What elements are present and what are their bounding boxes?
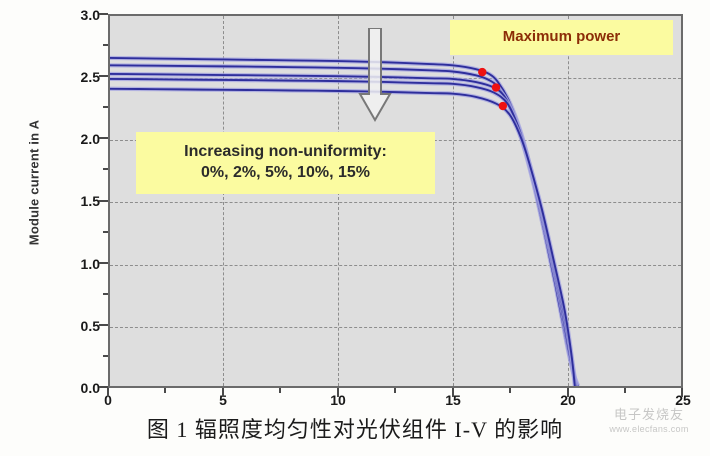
y-tick-mark <box>99 200 108 202</box>
max-power-marker-3 <box>498 101 508 111</box>
x-tick-mark <box>452 388 454 397</box>
x-tick-label-15: 15 <box>445 392 461 408</box>
y-tick-mark <box>99 386 108 388</box>
x-minor-tick <box>164 388 166 393</box>
down-arrow-icon <box>358 28 392 123</box>
y-tick-label-0.5: 0.5 <box>80 318 100 334</box>
iv-curve-halo <box>110 71 578 386</box>
maximum-power-callout: Maximum power <box>450 20 673 55</box>
x-minor-tick <box>394 388 396 393</box>
x-tick-mark <box>107 388 109 397</box>
x-minor-tick <box>279 388 281 393</box>
y-axis-title: Module current in A <box>26 119 42 246</box>
figure-container: Module current in A 3.0 2.5 2.0 1.5 1.0 … <box>26 7 691 408</box>
x-tick-label-5: 5 <box>219 392 227 408</box>
x-tick-label-20: 20 <box>560 392 576 408</box>
x-tick-mark <box>567 388 569 397</box>
non-uniformity-line-2: 0%, 2%, 5%, 10%, 15% <box>201 164 370 182</box>
x-minor-tick <box>624 388 626 393</box>
y-tick-mark <box>99 75 108 77</box>
gridline-h-0.5 <box>110 327 681 328</box>
max-power-marker-1 <box>478 67 487 77</box>
iv-curve-halo <box>110 76 579 386</box>
non-uniformity-callout: Increasing non-uniformity: 0%, 2%, 5%, 1… <box>136 132 435 195</box>
y-tick-label-0.0: 0.0 <box>80 380 100 396</box>
gridline-v-5 <box>223 16 224 386</box>
gridline-v-15 <box>453 16 454 386</box>
x-tick-label-10: 10 <box>330 392 346 408</box>
iv-curve-5pct <box>110 73 577 386</box>
y-minor-tick <box>103 293 108 295</box>
iv-curve-10pct <box>110 77 577 386</box>
y-tick-label-2.0: 2.0 <box>80 131 100 147</box>
x-tick-label-25: 25 <box>675 392 691 408</box>
non-uniformity-line-1: Increasing non-uniformity: <box>184 143 387 160</box>
gridline-v-20 <box>568 16 569 386</box>
gridline-h-1.5 <box>110 202 681 203</box>
y-minor-tick <box>103 231 108 233</box>
y-tick-label-3.0: 3.0 <box>80 7 100 23</box>
iv-curve-15pct <box>110 87 576 386</box>
y-tick-mark <box>99 262 108 264</box>
y-tick-mark <box>99 137 108 139</box>
y-tick-label-1.5: 1.5 <box>80 193 100 209</box>
y-tick-label-1.0: 1.0 <box>80 256 100 272</box>
gridline-h-1.0 <box>110 265 681 266</box>
figure-caption: 图 1 辐照度均匀性对光伏组件 I-V 的影响 <box>146 417 564 442</box>
y-tick-label-2.5: 2.5 <box>80 69 100 85</box>
y-minor-tick <box>103 44 108 46</box>
y-minor-tick <box>103 106 108 108</box>
y-minor-tick <box>103 168 108 170</box>
y-tick-mark <box>99 13 108 15</box>
plot-area <box>108 14 683 388</box>
y-tick-mark <box>99 324 108 326</box>
x-tick-mark <box>681 388 683 397</box>
x-tick-label-0: 0 <box>104 392 112 408</box>
max-power-marker-2 <box>491 83 501 92</box>
gridline-v-10 <box>338 16 339 386</box>
y-minor-tick <box>103 355 108 357</box>
x-tick-mark <box>337 388 339 397</box>
x-tick-mark <box>222 388 224 397</box>
x-minor-tick <box>509 388 511 393</box>
iv-curve-group <box>110 55 581 386</box>
